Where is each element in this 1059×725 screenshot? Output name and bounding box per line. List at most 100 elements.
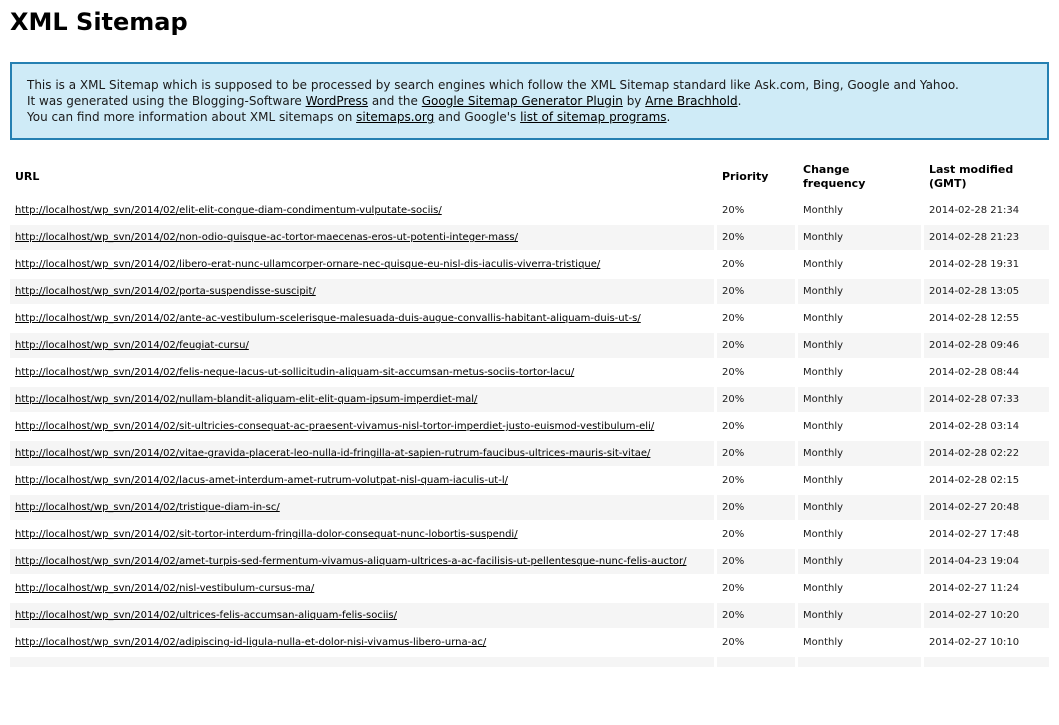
table-header: URL Priority Change frequency Last modif… bbox=[10, 158, 1049, 196]
table-row: http://localhost/wp_svn/2014/02/sit-ultr… bbox=[10, 414, 1049, 439]
page-title: XML Sitemap bbox=[10, 8, 188, 36]
column-header-change-frequency: Change frequency bbox=[803, 163, 866, 190]
priority-cell: 20% bbox=[722, 421, 745, 432]
table-row: http://localhost/wp_svn/2014/02/nisl-ves… bbox=[10, 576, 1049, 601]
intro-link[interactable]: Google Sitemap Generator Plugin bbox=[421, 94, 623, 108]
last-modified-cell: 2014-02-28 13:05 bbox=[924, 279, 1049, 304]
sitemap-url-link[interactable]: http://localhost/wp_svn/2014/02/ante-ac-… bbox=[15, 313, 641, 324]
change-frequency-cell: Monthly bbox=[798, 333, 921, 358]
change-frequency-cell: Monthly bbox=[798, 279, 921, 304]
url-cell bbox=[10, 657, 714, 667]
last-modified-cell: 2014-02-28 02:15 bbox=[929, 475, 1020, 486]
intro-text-segment: This is a XML Sitemap which is supposed … bbox=[27, 78, 959, 92]
intro-text-segment: It was generated using the Blogging-Soft… bbox=[27, 94, 306, 108]
sitemap-table: URL Priority Change frequency Last modif… bbox=[7, 156, 1052, 669]
sitemap-url-link[interactable]: http://localhost/wp_svn/2014/02/sit-tort… bbox=[15, 529, 518, 540]
priority-cell: 20% bbox=[722, 529, 745, 540]
last-modified-cell: 2014-02-27 10:20 bbox=[924, 603, 1049, 628]
sitemap-url-link[interactable]: http://localhost/wp_svn/2014/02/amet-tur… bbox=[15, 556, 687, 567]
table-row: http://localhost/wp_svn/2014/02/libero-e… bbox=[10, 252, 1049, 277]
table-row: http://localhost/wp_svn/2014/02/amet-tur… bbox=[10, 549, 1049, 574]
last-modified-cell: 2014-02-27 20:48 bbox=[924, 495, 1049, 520]
table-row: http://localhost/wp_svn/2014/02/ante-ac-… bbox=[10, 306, 1049, 331]
intro-text-segment: . bbox=[737, 94, 742, 108]
priority-cell: 20% bbox=[717, 279, 795, 304]
url-cell: http://localhost/wp_svn/2014/02/felis-ne… bbox=[10, 360, 714, 385]
intro-link[interactable]: list of sitemap programs bbox=[520, 110, 667, 124]
sitemap-url-link[interactable]: http://localhost/wp_svn/2014/02/vitae-gr… bbox=[15, 448, 651, 459]
sitemap-url-link[interactable]: http://localhost/wp_svn/2014/02/adipisci… bbox=[15, 637, 487, 648]
url-cell: http://localhost/wp_svn/2014/02/elit-eli… bbox=[10, 198, 714, 223]
sitemap-url-link[interactable]: http://localhost/wp_svn/2014/02/felis-ne… bbox=[15, 367, 575, 378]
sitemap-url-link[interactable]: http://localhost/wp_svn/2014/02/non-odio… bbox=[15, 232, 518, 243]
intro-text: This is a XML Sitemap which is supposed … bbox=[27, 77, 1032, 125]
sitemap-url-link[interactable]: http://localhost/wp_svn/2014/02/tristiqu… bbox=[15, 502, 280, 513]
change-frequency-cell: Monthly bbox=[803, 637, 844, 648]
priority-cell: 20% bbox=[717, 387, 795, 412]
table-row: http://localhost/wp_svn/2014/02/porta-su… bbox=[10, 279, 1049, 304]
priority-cell: 20% bbox=[717, 441, 795, 466]
table-row: http://localhost/wp_svn/2014/02/vitae-gr… bbox=[10, 441, 1049, 466]
url-cell: http://localhost/wp_svn/2014/02/sit-tort… bbox=[10, 522, 714, 547]
priority-cell bbox=[717, 657, 795, 667]
intro-text-segment: and Google's bbox=[434, 110, 521, 124]
priority-cell: 20% bbox=[717, 549, 795, 574]
priority-cell: 20% bbox=[722, 637, 745, 648]
url-cell: http://localhost/wp_svn/2014/02/sit-ultr… bbox=[10, 414, 714, 439]
intro-box: This is a XML Sitemap which is supposed … bbox=[10, 62, 1049, 140]
change-frequency-cell: Monthly bbox=[798, 441, 921, 466]
priority-cell: 20% bbox=[722, 475, 745, 486]
priority-cell: 20% bbox=[722, 313, 745, 324]
last-modified-cell: 2014-02-28 21:34 bbox=[929, 205, 1020, 216]
sitemap-url-link[interactable]: http://localhost/wp_svn/2014/02/feugiat-… bbox=[15, 340, 249, 351]
change-frequency-cell: Monthly bbox=[803, 421, 844, 432]
url-cell: http://localhost/wp_svn/2014/02/lacus-am… bbox=[10, 468, 714, 493]
sitemap-url-link[interactable]: http://localhost/wp_svn/2014/02/nisl-ves… bbox=[15, 583, 315, 594]
last-modified-cell: 2014-02-27 11:24 bbox=[929, 583, 1020, 594]
change-frequency-cell: Monthly bbox=[803, 529, 844, 540]
last-modified-cell: 2014-02-28 03:14 bbox=[929, 421, 1020, 432]
table-row: http://localhost/wp_svn/2014/02/tristiqu… bbox=[10, 495, 1049, 520]
url-cell: http://localhost/wp_svn/2014/02/nullam-b… bbox=[10, 387, 714, 412]
table-row: http://localhost/wp_svn/2014/02/feugiat-… bbox=[10, 333, 1049, 358]
intro-link[interactable]: sitemaps.org bbox=[356, 110, 435, 124]
column-header-last-modified: Last modified (GMT) bbox=[929, 163, 1014, 190]
sitemap-url-link[interactable]: http://localhost/wp_svn/2014/02/sit-ultr… bbox=[15, 421, 655, 432]
table-header-row: URL Priority Change frequency Last modif… bbox=[10, 158, 1049, 196]
sitemap-url-link[interactable]: http://localhost/wp_svn/2014/02/libero-e… bbox=[15, 259, 601, 270]
last-modified-cell: 2014-04-23 19:04 bbox=[924, 549, 1049, 574]
url-cell: http://localhost/wp_svn/2014/02/libero-e… bbox=[10, 252, 714, 277]
table-row: http://localhost/wp_svn/2014/02/elit-eli… bbox=[10, 198, 1049, 223]
table-row: http://localhost/wp_svn/2014/02/felis-ne… bbox=[10, 360, 1049, 385]
change-frequency-cell: Monthly bbox=[803, 583, 844, 594]
priority-cell: 20% bbox=[722, 259, 745, 270]
sitemap-url-link[interactable]: http://localhost/wp_svn/2014/02/ultrices… bbox=[15, 610, 397, 621]
url-cell: http://localhost/wp_svn/2014/02/tristiqu… bbox=[10, 495, 714, 520]
intro-text-segment: . bbox=[666, 110, 671, 124]
sitemap-url-link[interactable]: http://localhost/wp_svn/2014/02/porta-su… bbox=[15, 286, 316, 297]
last-modified-cell: 2014-02-28 07:33 bbox=[924, 387, 1049, 412]
table-row bbox=[10, 657, 1049, 667]
intro-link[interactable]: WordPress bbox=[305, 94, 369, 108]
intro-text-segment: by bbox=[622, 94, 646, 108]
priority-cell: 20% bbox=[717, 495, 795, 520]
change-frequency-cell: Monthly bbox=[803, 259, 844, 270]
sitemap-url-link[interactable]: http://localhost/wp_svn/2014/02/elit-eli… bbox=[15, 205, 442, 216]
priority-cell: 20% bbox=[717, 333, 795, 358]
last-modified-cell: 2014-02-28 21:23 bbox=[924, 225, 1049, 250]
change-frequency-cell: Monthly bbox=[798, 495, 921, 520]
change-frequency-cell: Monthly bbox=[803, 367, 844, 378]
table-row: http://localhost/wp_svn/2014/02/non-odio… bbox=[10, 225, 1049, 250]
intro-link[interactable]: Arne Brachhold bbox=[645, 94, 738, 108]
change-frequency-cell: Monthly bbox=[798, 225, 921, 250]
last-modified-cell: 2014-02-27 17:48 bbox=[929, 529, 1020, 540]
url-cell: http://localhost/wp_svn/2014/02/ultrices… bbox=[10, 603, 714, 628]
sitemap-url-link[interactable]: http://localhost/wp_svn/2014/02/lacus-am… bbox=[15, 475, 508, 486]
sitemap-url-link[interactable]: http://localhost/wp_svn/2014/02/nullam-b… bbox=[15, 394, 478, 405]
column-header-priority: Priority bbox=[722, 170, 769, 183]
last-modified-cell: 2014-02-28 12:55 bbox=[929, 313, 1020, 324]
intro-text-segment: and the bbox=[368, 94, 422, 108]
url-cell: http://localhost/wp_svn/2014/02/nisl-ves… bbox=[10, 576, 714, 601]
url-cell: http://localhost/wp_svn/2014/02/ante-ac-… bbox=[10, 306, 714, 331]
last-modified-cell: 2014-02-27 10:10 bbox=[929, 637, 1020, 648]
